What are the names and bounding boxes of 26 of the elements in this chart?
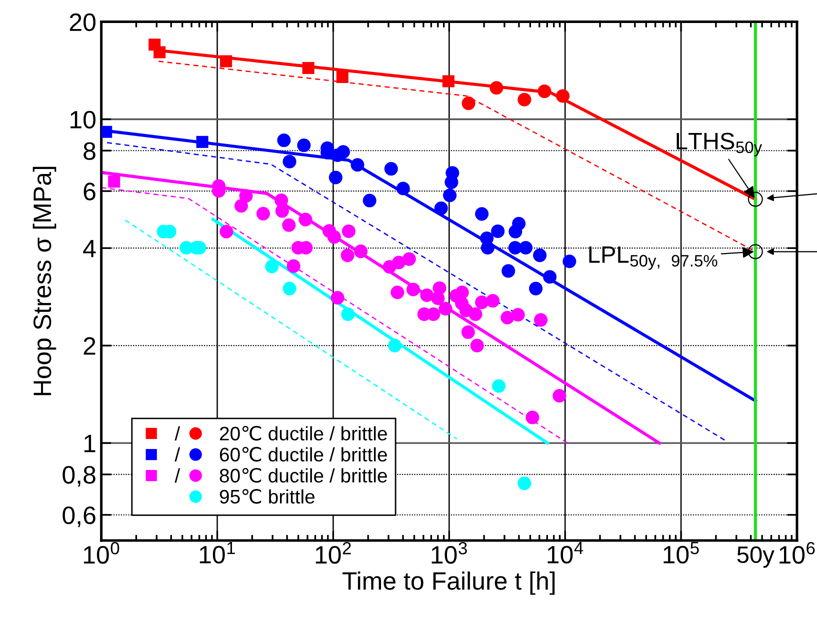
y-tick-label: 6 — [84, 182, 96, 200]
y-tick-label: 1 — [84, 434, 96, 452]
y-tick-label: 0,6 — [62, 506, 96, 528]
legend-label: 60℃ ductile / brittle — [220, 446, 387, 462]
legend-label: / — [174, 447, 180, 462]
y-tick-label: 0,8 — [62, 466, 96, 487]
y-tick-label: 10 — [70, 110, 96, 129]
x-tick-label: 10$^{6}$ — [780, 542, 815, 564]
x-tick-label: 10$^{3}$ — [432, 542, 467, 564]
x-tick-label: 10$^{4}$ — [548, 542, 584, 564]
legend-label: 95℃ brittle — [220, 488, 315, 504]
x-axis-title: Time to Failure t [h] — [342, 571, 555, 595]
y-tick-label: 2 — [84, 337, 96, 355]
x-tick-label: 10$^{2}$ — [316, 542, 351, 564]
y-tick-label: 4 — [83, 240, 96, 258]
y-tick-label: 8 — [84, 142, 96, 160]
y-tick-label: 20 — [70, 13, 96, 32]
ref-line-label: 50y — [737, 546, 774, 568]
legend-label: / — [174, 468, 180, 483]
y-axis-title: Hoop Stress σ [MPa] — [32, 166, 56, 396]
legend-label: / — [174, 426, 180, 440]
legend-label: 80℃ ductile / brittle — [220, 468, 387, 483]
x-tick-label: 10$^{1}$ — [200, 542, 235, 564]
legend-label: 20℃ ductile / brittle — [220, 426, 387, 441]
x-tick-label: 10$^{5}$ — [664, 542, 699, 564]
x-tick-label: 10$^{0}$ — [84, 542, 120, 564]
